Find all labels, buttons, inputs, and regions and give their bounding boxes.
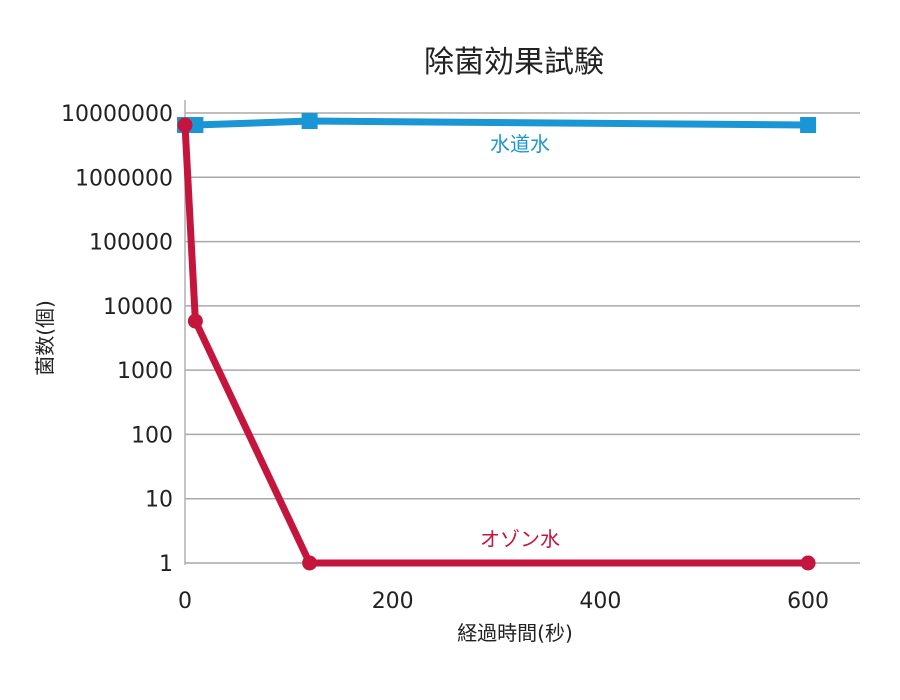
y-tick-label: 10 <box>145 488 173 513</box>
y-tick-label: 1 <box>159 552 173 577</box>
x-tick-label: 0 <box>178 589 192 614</box>
gridlines <box>185 112 860 564</box>
data-point <box>187 313 203 329</box>
x-tick-label: 200 <box>372 589 414 614</box>
data-point <box>301 113 318 130</box>
data-point <box>800 117 817 134</box>
chart-title: 除菌効果試験 <box>424 45 604 80</box>
series-line <box>181 121 812 567</box>
series-tap-water: 水道水 <box>177 113 817 156</box>
y-tick-label: 100000 <box>89 231 173 256</box>
series-line <box>181 117 812 129</box>
data-point <box>800 555 816 571</box>
x-tick-labels: 0 200 400 600 <box>178 589 829 614</box>
x-tick-label: 400 <box>579 589 621 614</box>
y-tick-labels: 1 10 100 1000 10000 100000 1000000 10000000 <box>61 102 173 577</box>
y-tick-label: 100 <box>131 423 173 448</box>
series-ozone-water: オゾン水 <box>177 117 816 571</box>
x-tick-label: 600 <box>787 589 829 614</box>
x-axis-label: 経過時間(秒) <box>457 621 573 645</box>
y-axis-label: 菌数(個) <box>33 300 57 376</box>
data-point <box>302 555 318 571</box>
series-label: 水道水 <box>490 132 550 156</box>
series-label: オゾン水 <box>480 527 560 551</box>
data-point <box>177 117 193 133</box>
data-point <box>187 117 204 134</box>
y-tick-label: 10000 <box>103 295 173 320</box>
y-tick-label: 1000000 <box>75 166 173 191</box>
y-tick-label: 10000000 <box>61 102 173 127</box>
y-tick-label: 1000 <box>117 359 173 384</box>
